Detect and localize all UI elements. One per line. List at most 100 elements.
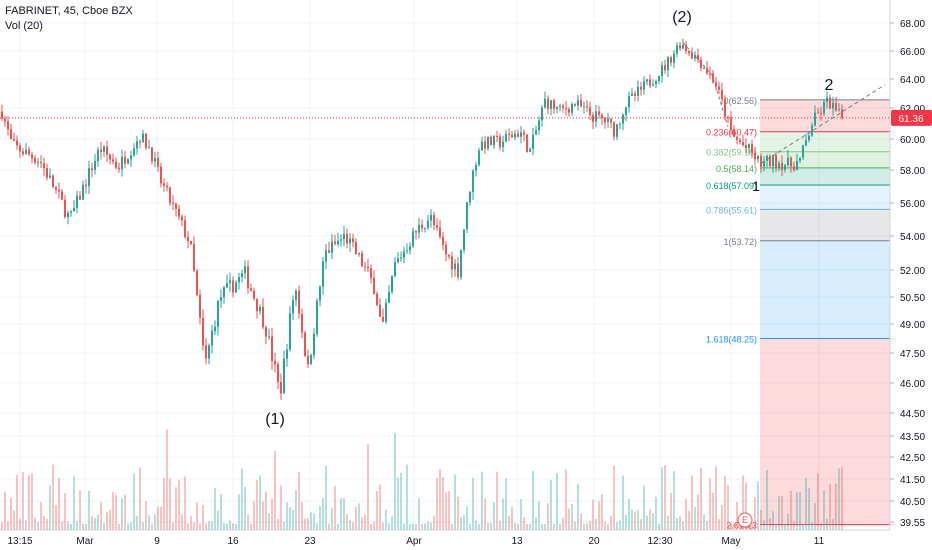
- volume-bar: [49, 485, 51, 530]
- volume-bar: [211, 521, 213, 530]
- price-axis-label: 50.50: [900, 293, 925, 304]
- wave-dashed-line: [682, 42, 729, 127]
- price-axis-label: 64.00: [900, 75, 925, 86]
- candle-body: [721, 89, 723, 100]
- volume-bar: [145, 501, 147, 530]
- price-axis-label: 60.00: [900, 135, 925, 146]
- candle-body: [481, 141, 483, 151]
- volume-bar: [1, 522, 3, 530]
- volume-bar: [622, 475, 624, 530]
- volume-bar: [382, 522, 384, 530]
- candle-body: [682, 44, 684, 49]
- candle-body: [724, 99, 726, 118]
- volume-bar: [400, 472, 402, 530]
- candle-body: [169, 187, 171, 203]
- candle-body: [436, 225, 438, 228]
- candle-body: [205, 345, 207, 359]
- candle-body: [148, 147, 150, 149]
- candle-body: [115, 161, 117, 168]
- candle-body: [439, 227, 441, 237]
- volume-bar: [682, 521, 684, 530]
- candle-body: [709, 73, 711, 75]
- candle-body: [391, 275, 393, 292]
- volume-bar: [10, 497, 12, 530]
- volume-bar: [712, 492, 714, 530]
- volume-bar: [667, 515, 669, 530]
- volume-bar: [88, 490, 90, 530]
- candle-body: [544, 98, 546, 108]
- candle-body: [151, 147, 153, 162]
- volume-bar: [709, 478, 711, 530]
- candle-body: [241, 273, 243, 278]
- volume-bar: [802, 523, 804, 530]
- volume-bar: [565, 469, 567, 530]
- volume-bar: [592, 499, 594, 530]
- candle-body: [34, 158, 36, 163]
- candle-body: [163, 183, 165, 186]
- price-axis-label: 68.00: [900, 19, 925, 30]
- candle-body: [730, 117, 732, 130]
- volume-bar: [34, 517, 36, 530]
- candle-body: [574, 104, 576, 106]
- time-axis: 13:15 Mar 9 16 23 Apr 13 20 12:30 May 11: [0, 529, 932, 550]
- candle-body: [376, 293, 378, 305]
- volume-bar: [670, 492, 672, 530]
- candle-body: [553, 100, 555, 109]
- candle-body: [175, 203, 177, 209]
- last-price-badge: [891, 109, 932, 126]
- volume-bar: [583, 523, 585, 530]
- volume-bar: [55, 505, 57, 530]
- time-axis-label: 11: [814, 536, 825, 547]
- candle-body: [565, 107, 567, 110]
- candle-body: [445, 244, 447, 255]
- volume-bar: [271, 498, 273, 530]
- volume-bar: [601, 494, 603, 530]
- candle-body: [196, 270, 198, 296]
- volume-bar: [829, 483, 831, 530]
- volume-bar: [493, 502, 495, 530]
- candle-body: [592, 115, 594, 122]
- candle-body: [226, 283, 228, 288]
- volume-bar: [295, 490, 297, 530]
- volume-bar: [784, 523, 786, 530]
- candle-body: [307, 355, 309, 365]
- candle-body: [811, 125, 813, 136]
- candle-body: [484, 141, 486, 149]
- volume-bar: [745, 482, 747, 530]
- candle-body: [382, 316, 384, 322]
- volume-bar: [754, 497, 756, 530]
- volume-bar: [505, 478, 507, 530]
- volume-bar: [94, 517, 96, 530]
- candle-body: [463, 229, 465, 251]
- candle-body: [172, 202, 174, 204]
- volume-bar: [289, 507, 291, 530]
- candle-body: [505, 133, 507, 142]
- volume-bar: [574, 521, 576, 530]
- volume-bar: [25, 520, 27, 530]
- candle-body: [658, 75, 660, 82]
- volume-bar: [508, 515, 510, 530]
- price-axis-label: 40.50: [900, 497, 925, 508]
- volume-bar: [736, 501, 738, 530]
- volume-bar: [553, 523, 555, 530]
- candle-body: [796, 160, 798, 171]
- candle-body: [193, 244, 195, 271]
- volume-bar: [532, 471, 534, 530]
- volume-bar: [124, 494, 126, 530]
- volume-bar: [673, 471, 675, 530]
- volume-bar: [529, 523, 531, 530]
- volume-bar: [619, 520, 621, 530]
- volume-bar: [106, 511, 108, 530]
- candle-body: [256, 298, 258, 312]
- volume-bar: [616, 522, 618, 530]
- volume-bar: [340, 498, 342, 530]
- candle-body: [223, 287, 225, 298]
- volume-bar: [637, 510, 639, 530]
- candle-body: [799, 157, 801, 161]
- volume-bar: [115, 494, 117, 530]
- volume-bar: [778, 495, 780, 530]
- volume-bar: [586, 523, 588, 530]
- volume-bar: [427, 521, 429, 530]
